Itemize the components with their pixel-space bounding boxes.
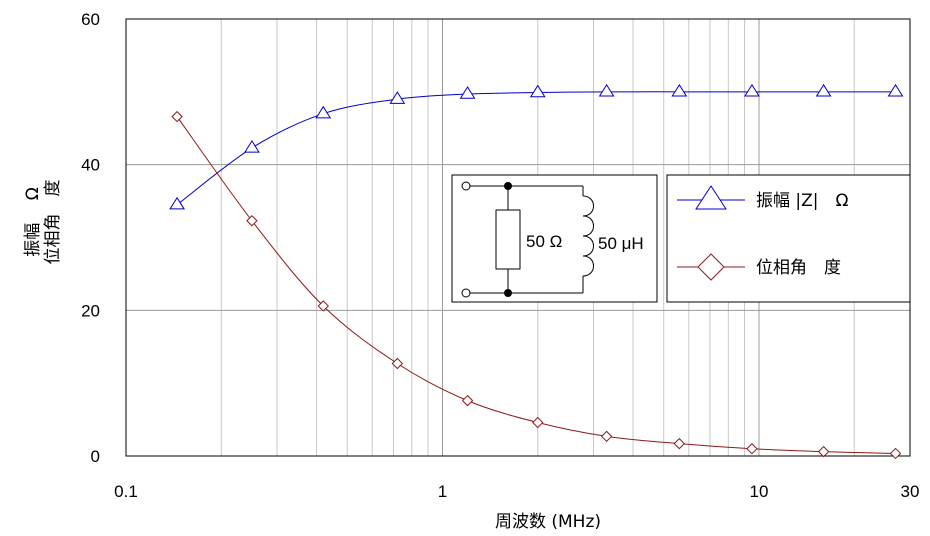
x-axis-tick-labels: 0.1 1 10 30	[114, 482, 919, 501]
resistor-icon	[495, 209, 521, 270]
terminal-bottom-icon	[461, 288, 471, 298]
diamond-marker	[889, 447, 902, 460]
triangle-marker	[315, 105, 332, 119]
x-tick-label: 0.1	[114, 482, 138, 501]
diamond-marker	[391, 357, 404, 370]
diamond-marker	[600, 430, 613, 443]
diamond-marker	[246, 215, 258, 227]
circuit-inset-frame	[451, 174, 658, 303]
y-axis-label-line2: 位相角 度	[43, 180, 63, 265]
y-axis-tick-labels: 0 20 40 60	[81, 10, 100, 466]
terminal-top-icon	[461, 181, 471, 191]
x-tick-label: 1	[438, 482, 447, 501]
resistor-label: 50 Ω	[526, 232, 562, 251]
inductor-label: 50 μH	[598, 234, 644, 253]
triangle-marker	[815, 83, 832, 97]
x-axis-label: 周波数 (MHz)	[495, 512, 601, 532]
x-tick-label: 10	[750, 482, 769, 501]
triangle-marker	[529, 84, 546, 98]
legend-label-0: 振幅 |Z| Ω	[756, 191, 849, 211]
x-tick-label: 30	[901, 482, 920, 501]
y-tick-label: 40	[81, 156, 100, 175]
y-tick-label: 60	[81, 10, 100, 29]
y-tick-label: 20	[81, 301, 100, 320]
series-0	[169, 83, 904, 210]
triangle-marker	[671, 83, 688, 97]
legend-items: 振幅 |Z| Ω 位相角 度	[677, 185, 849, 281]
y-axis-label: 振幅 Ω 位相角 度	[23, 180, 63, 265]
diamond-marker	[746, 443, 758, 455]
diamond-marker	[817, 445, 830, 458]
circuit-inset: 50 Ω 50 μH	[451, 174, 658, 303]
diamond-marker	[673, 437, 686, 450]
legend-triangle-icon	[695, 185, 727, 210]
triangle-marker	[887, 83, 904, 97]
series-1	[171, 110, 902, 460]
triangle-marker	[459, 86, 476, 99]
inductor-coil-icon	[582, 195, 594, 277]
triangle-marker	[244, 139, 260, 153]
legend-diamond-icon	[697, 253, 725, 281]
diamond-marker	[171, 110, 183, 123]
legend-label-1: 位相角 度	[756, 258, 841, 278]
diamond-marker	[461, 394, 474, 407]
legend: 振幅 |Z| Ω 位相角 度	[666, 174, 911, 303]
y-tick-label: 0	[91, 447, 100, 466]
triangle-marker	[169, 196, 185, 210]
triangle-marker	[389, 91, 406, 104]
triangle-marker	[744, 83, 760, 97]
diamond-marker	[532, 416, 544, 429]
series-layer	[169, 83, 904, 460]
series-line-1	[176, 116, 896, 454]
y-axis-label-line1: 振幅 Ω	[23, 187, 43, 256]
triangle-marker	[598, 83, 615, 97]
diamond-marker	[317, 300, 329, 312]
